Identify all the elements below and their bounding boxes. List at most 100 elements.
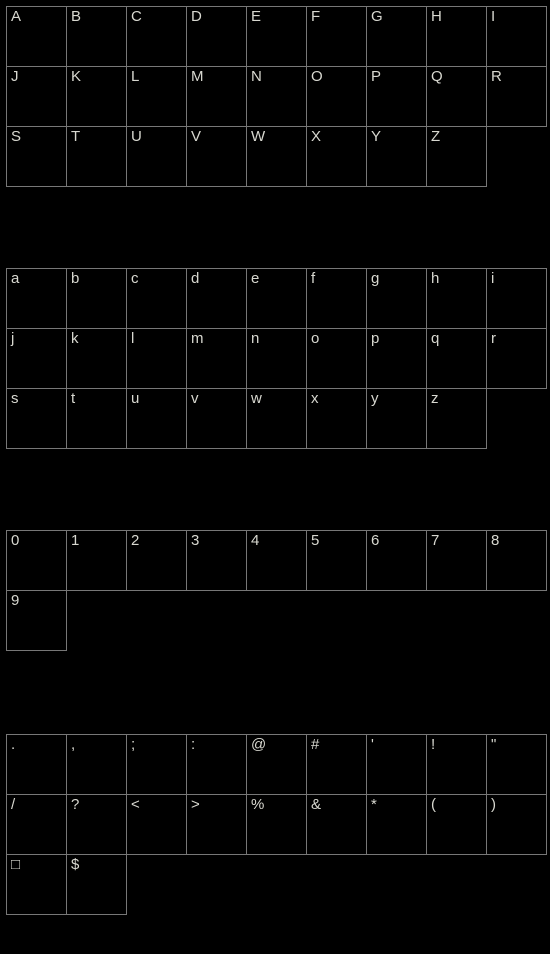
glyph-label: ': [371, 737, 374, 752]
glyph-cell: ": [486, 734, 547, 795]
glyph-label: f: [311, 271, 315, 286]
glyph-cell: m: [186, 328, 247, 389]
glyph-label: w: [251, 391, 262, 406]
glyph-label: z: [431, 391, 439, 406]
glyph-label: C: [131, 9, 142, 24]
glyph-cell: $: [66, 854, 127, 915]
glyph-label: ): [491, 797, 496, 812]
glyph-label: R: [491, 69, 502, 84]
glyph-label: e: [251, 271, 259, 286]
glyph-cell: @: [246, 734, 307, 795]
glyph-label: ?: [71, 797, 79, 812]
glyph-cell: K: [66, 66, 127, 127]
glyph-label: ": [491, 737, 496, 752]
glyph-label: 7: [431, 533, 439, 548]
glyph-cell: y: [366, 388, 427, 449]
glyph-cell: A: [6, 6, 67, 67]
glyph-cell: B: [66, 6, 127, 67]
glyph-label: L: [131, 69, 139, 84]
glyph-cell: q: [426, 328, 487, 389]
glyph-cell: !: [426, 734, 487, 795]
glyph-label: E: [251, 9, 261, 24]
glyph-cell: N: [246, 66, 307, 127]
glyph-cell: P: [366, 66, 427, 127]
glyph-cell: b: [66, 268, 127, 329]
glyph-label: Y: [371, 129, 381, 144]
glyph-label: G: [371, 9, 383, 24]
glyph-cell: /: [6, 794, 67, 855]
glyph-cell: 1: [66, 530, 127, 591]
glyph-cell: ;: [126, 734, 187, 795]
glyph-label: V: [191, 129, 201, 144]
glyph-cell: 3: [186, 530, 247, 591]
glyph-label: J: [11, 69, 19, 84]
glyph-cell: &: [306, 794, 367, 855]
glyph-label: r: [491, 331, 496, 346]
glyph-cell: p: [366, 328, 427, 389]
glyph-cell: D: [186, 6, 247, 67]
glyph-cell: j: [6, 328, 67, 389]
glyph-label: 5: [311, 533, 319, 548]
glyph-cell: V: [186, 126, 247, 187]
glyph-label: t: [71, 391, 75, 406]
glyph-cell: z: [426, 388, 487, 449]
glyph-label: a: [11, 271, 19, 286]
glyph-cell: 0: [6, 530, 67, 591]
glyph-label: 1: [71, 533, 79, 548]
glyph-cell: R: [486, 66, 547, 127]
glyph-label: :: [191, 737, 195, 752]
glyph-cell: c: [126, 268, 187, 329]
glyph-cell: I: [486, 6, 547, 67]
glyph-label: g: [371, 271, 379, 286]
glyph-label: h: [431, 271, 439, 286]
glyph-cell: e: [246, 268, 307, 329]
glyph-cell: o: [306, 328, 367, 389]
glyph-label: 0: [11, 533, 19, 548]
glyph-cell: %: [246, 794, 307, 855]
glyph-cell: 4: [246, 530, 307, 591]
glyph-cell: l: [126, 328, 187, 389]
glyph-cell: 2: [126, 530, 187, 591]
glyph-cell: 5: [306, 530, 367, 591]
glyph-label: F: [311, 9, 320, 24]
glyph-label: □: [11, 857, 20, 872]
glyph-label: p: [371, 331, 379, 346]
glyph-label: >: [191, 797, 200, 812]
glyph-cell: i: [486, 268, 547, 329]
glyph-cell: f: [306, 268, 367, 329]
glyph-cell: :: [186, 734, 247, 795]
glyph-label: 8: [491, 533, 499, 548]
glyph-cell: v: [186, 388, 247, 449]
glyph-cell: F: [306, 6, 367, 67]
glyph-label: D: [191, 9, 202, 24]
group-symbols: .,;:@#'!"/?<>%&*()□$: [6, 734, 546, 914]
glyph-label: 9: [11, 593, 19, 608]
glyph-cell: S: [6, 126, 67, 187]
glyph-label: N: [251, 69, 262, 84]
glyph-label: #: [311, 737, 319, 752]
glyph-label: .: [11, 737, 15, 752]
glyph-cell: 7: [426, 530, 487, 591]
glyph-label: <: [131, 797, 140, 812]
glyph-cell: (: [426, 794, 487, 855]
glyph-label: T: [71, 129, 80, 144]
glyph-label: &: [311, 797, 321, 812]
glyph-cell: ?: [66, 794, 127, 855]
glyph-cell: ): [486, 794, 547, 855]
glyph-cell: a: [6, 268, 67, 329]
glyph-cell: t: [66, 388, 127, 449]
glyph-cell: E: [246, 6, 307, 67]
group-digits: 0123456789: [6, 530, 546, 650]
glyph-label: /: [11, 797, 15, 812]
glyph-label: y: [371, 391, 379, 406]
glyph-cell: W: [246, 126, 307, 187]
group-lowercase: abcdefghijklmnopqrstuvwxyz: [6, 268, 546, 448]
glyph-cell: #: [306, 734, 367, 795]
glyph-cell: J: [6, 66, 67, 127]
glyph-cell: 8: [486, 530, 547, 591]
glyph-label: c: [131, 271, 139, 286]
glyph-label: B: [71, 9, 81, 24]
glyph-label: 3: [191, 533, 199, 548]
glyph-label: !: [431, 737, 435, 752]
glyph-label: O: [311, 69, 323, 84]
